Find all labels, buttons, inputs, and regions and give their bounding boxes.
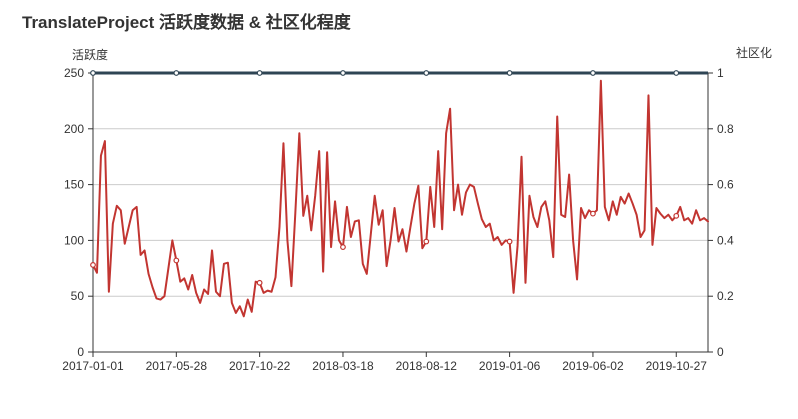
left-axis-tick-label: 100: [64, 233, 84, 247]
activity-marker[interactable]: [340, 244, 346, 250]
right-axis-tick-label: 0.4: [717, 233, 734, 247]
left-axis-tick-label: 0: [77, 345, 84, 359]
x-tick-label: 2019-10-27: [646, 359, 708, 373]
activity-marker[interactable]: [423, 238, 430, 245]
left-axis-tick-label: 200: [64, 122, 84, 136]
right-axis-tick-label: 0.6: [717, 178, 734, 192]
left-axis-title: 活跃度: [71, 48, 109, 62]
x-tick-label: 2017-05-28: [146, 359, 208, 373]
activity-marker[interactable]: [173, 257, 180, 264]
right-axis-tick-label: 0: [717, 345, 724, 359]
community-marker[interactable]: [506, 70, 513, 76]
left-axis-tick-label: 50: [71, 289, 85, 303]
community-marker[interactable]: [256, 70, 263, 76]
right-axis-tick-label: 0.8: [717, 122, 734, 136]
activity-marker[interactable]: [590, 210, 596, 217]
activity-marker[interactable]: [673, 212, 680, 219]
community-marker[interactable]: [173, 70, 180, 76]
right-axis-tick-label: 1: [717, 66, 724, 80]
x-tick-label: 2017-01-01: [62, 359, 124, 373]
left-axis-tick-label: 150: [64, 178, 84, 192]
x-tick-label: 2018-08-12: [396, 359, 458, 373]
x-tick-label: 2019-01-06: [479, 359, 541, 373]
community-marker[interactable]: [673, 70, 680, 76]
right-axis-tick-label: 0.2: [717, 289, 734, 303]
activity-marker[interactable]: [90, 262, 96, 268]
community-marker[interactable]: [590, 70, 596, 76]
chart-title: TranslateProject 活跃度数据 & 社区化程度: [22, 13, 351, 32]
right-axis-title: 社区化: [735, 46, 773, 60]
activity-marker[interactable]: [506, 238, 513, 245]
activity-marker[interactable]: [256, 279, 263, 286]
community-marker[interactable]: [340, 70, 346, 76]
x-tick-label: 2018-03-18: [312, 359, 374, 373]
activity-line[interactable]: [92, 79, 709, 318]
left-axis-tick-label: 250: [64, 66, 84, 80]
community-marker[interactable]: [90, 70, 96, 76]
x-tick-label: 2017-10-22: [229, 359, 291, 373]
x-tick-label: 2019-06-02: [562, 359, 624, 373]
community-marker[interactable]: [423, 70, 430, 76]
